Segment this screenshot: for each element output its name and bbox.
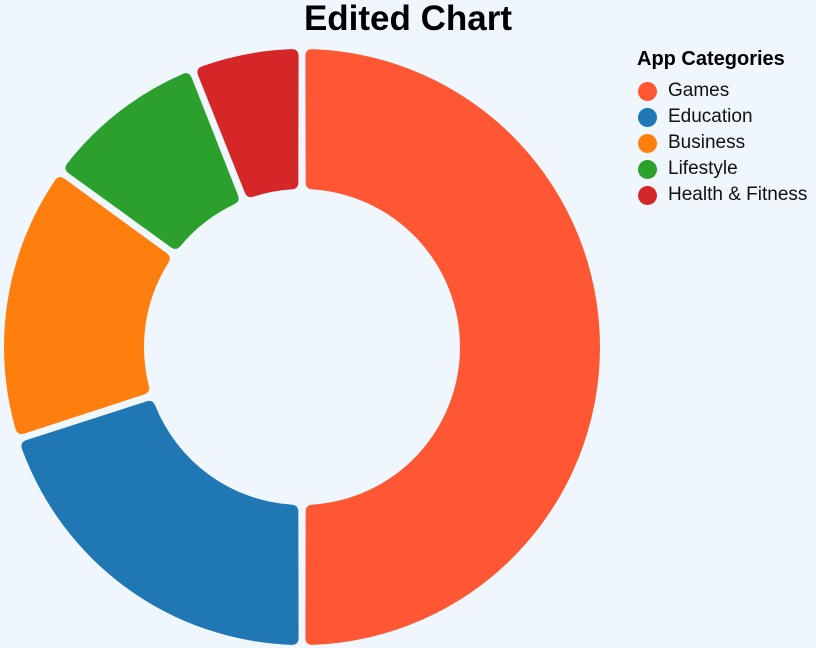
slice-business[interactable] (3, 177, 170, 435)
legend-title: App Categories (637, 48, 785, 70)
legend-label-business: Business (668, 132, 746, 153)
legend-label-lifestyle: Lifestyle (668, 158, 738, 179)
legend-item-lifestyle[interactable]: Lifestyle (637, 156, 816, 182)
chart-legend: App Categories Games Education Business Lif… (637, 46, 816, 208)
chart-title: Edited Chart (303, 0, 513, 38)
donut-slices (3, 49, 601, 645)
legend-item-education[interactable]: Education (637, 104, 816, 130)
legend-item-health-and-fitness[interactable]: Health & Fitness (637, 182, 816, 208)
legend-item-games[interactable]: Games (637, 78, 816, 104)
slice-education[interactable] (21, 400, 299, 645)
slice-games[interactable] (305, 49, 601, 645)
legend-swatch-business (638, 133, 657, 153)
legend-label-health-and-fitness: Health & Fitness (668, 184, 808, 205)
legend-label-games: Games (668, 80, 730, 101)
legend-swatch-education (638, 107, 657, 127)
legend-swatch-health-and-fitness (638, 185, 657, 205)
legend-label-education: Education (668, 106, 753, 127)
legend-swatch-games (638, 81, 657, 101)
legend-swatch-lifestyle (638, 159, 657, 179)
slice-health-and-fitness[interactable] (197, 49, 299, 198)
legend-item-business[interactable]: Business (637, 130, 816, 156)
legend-list: Games Education Business Lifestyle Health & … (637, 78, 816, 208)
slice-lifestyle[interactable] (65, 73, 239, 249)
